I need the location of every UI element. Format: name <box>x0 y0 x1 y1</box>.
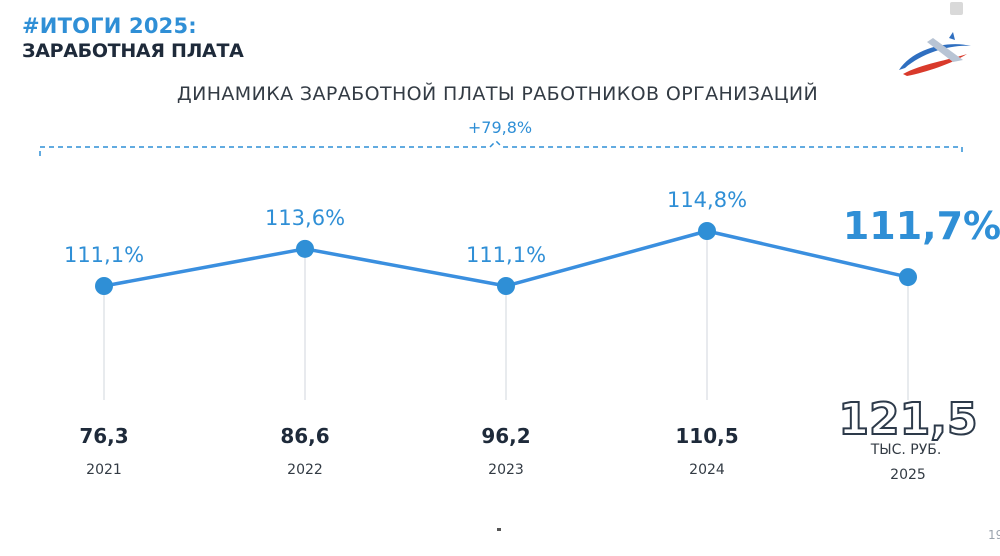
percent-label: 114,8% <box>667 188 747 212</box>
year-label: 2022 <box>287 462 323 478</box>
amount-label: 96,2 <box>481 424 530 448</box>
growth-label: +79,8% <box>467 118 533 137</box>
percent-label: 111,7% <box>843 204 1000 248</box>
vertical-guides <box>103 231 909 400</box>
percent-label: 113,6% <box>265 206 345 230</box>
amount-unit-label: ТЫС. РУБ. <box>870 442 942 458</box>
percent-label: 111,1% <box>466 243 546 267</box>
bracket-path <box>39 139 963 156</box>
year-label: 2024 <box>689 462 725 478</box>
section-title: ЗАРАБОТНАЯ ПЛАТА <box>22 40 244 62</box>
percent-labels: 111,1% 113,6% 111,1% 114,8% 111,7% <box>64 188 1000 267</box>
amount-label: 86,6 <box>280 424 329 448</box>
data-point <box>899 268 917 287</box>
data-point <box>698 222 716 240</box>
data-point <box>95 277 113 295</box>
year-labels: 2021 2022 2023 2024 2025 <box>86 462 926 483</box>
data-points <box>95 222 917 295</box>
rocket-swoosh-logo-icon <box>899 32 971 76</box>
corner-mark <box>950 2 963 15</box>
page-number: 19 <box>988 528 1000 542</box>
amount-label: 121,5 <box>838 394 977 445</box>
header-tag: #ИТОГИ 2025: <box>22 14 197 38</box>
data-point <box>497 277 515 295</box>
page-dot <box>497 528 501 531</box>
growth-bracket <box>39 139 963 156</box>
amount-label: 76,3 <box>79 424 128 448</box>
chart-title: ДИНАМИКА ЗАРАБОТНОЙ ПЛАТЫ РАБОТНИКОВ ОРГ… <box>176 83 819 105</box>
percent-label: 111,1% <box>64 243 144 267</box>
year-label: 2025 <box>890 467 926 483</box>
year-label: 2021 <box>86 462 122 478</box>
year-label: 2023 <box>488 462 524 478</box>
amount-labels: 76,3 86,6 96,2 110,5 121,5 <box>79 393 978 448</box>
amount-label: 110,5 <box>675 424 738 448</box>
data-point <box>296 239 314 258</box>
